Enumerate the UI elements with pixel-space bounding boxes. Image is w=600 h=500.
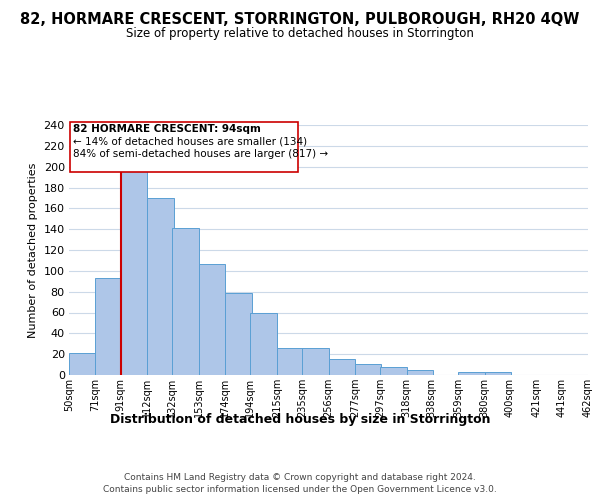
- Bar: [69, 353, 95, 375]
- Text: 84% of semi-detached houses are larger (817) →: 84% of semi-detached houses are larger (…: [73, 149, 329, 159]
- Bar: [380, 366, 407, 375]
- Bar: [199, 264, 225, 375]
- Bar: [172, 228, 199, 375]
- Text: Contains public sector information licensed under the Open Government Licence v3: Contains public sector information licen…: [103, 485, 497, 494]
- Bar: [250, 312, 277, 375]
- Bar: [277, 348, 304, 375]
- Text: Size of property relative to detached houses in Storrington: Size of property relative to detached ho…: [126, 28, 474, 40]
- Bar: [225, 292, 251, 375]
- Bar: [355, 364, 382, 375]
- FancyBboxPatch shape: [70, 122, 298, 172]
- Bar: [147, 198, 173, 375]
- Text: ← 14% of detached houses are smaller (134): ← 14% of detached houses are smaller (13…: [73, 136, 308, 146]
- Bar: [302, 348, 329, 375]
- Y-axis label: Number of detached properties: Number of detached properties: [28, 162, 38, 338]
- Bar: [121, 168, 147, 375]
- Bar: [407, 370, 433, 375]
- Text: Distribution of detached houses by size in Storrington: Distribution of detached houses by size …: [110, 412, 490, 426]
- Text: 82 HORMARE CRESCENT: 94sqm: 82 HORMARE CRESCENT: 94sqm: [73, 124, 261, 134]
- Bar: [329, 360, 355, 375]
- Bar: [458, 372, 485, 375]
- Bar: [485, 372, 511, 375]
- Bar: [95, 278, 122, 375]
- Text: 82, HORMARE CRESCENT, STORRINGTON, PULBOROUGH, RH20 4QW: 82, HORMARE CRESCENT, STORRINGTON, PULBO…: [20, 12, 580, 28]
- Text: Contains HM Land Registry data © Crown copyright and database right 2024.: Contains HM Land Registry data © Crown c…: [124, 472, 476, 482]
